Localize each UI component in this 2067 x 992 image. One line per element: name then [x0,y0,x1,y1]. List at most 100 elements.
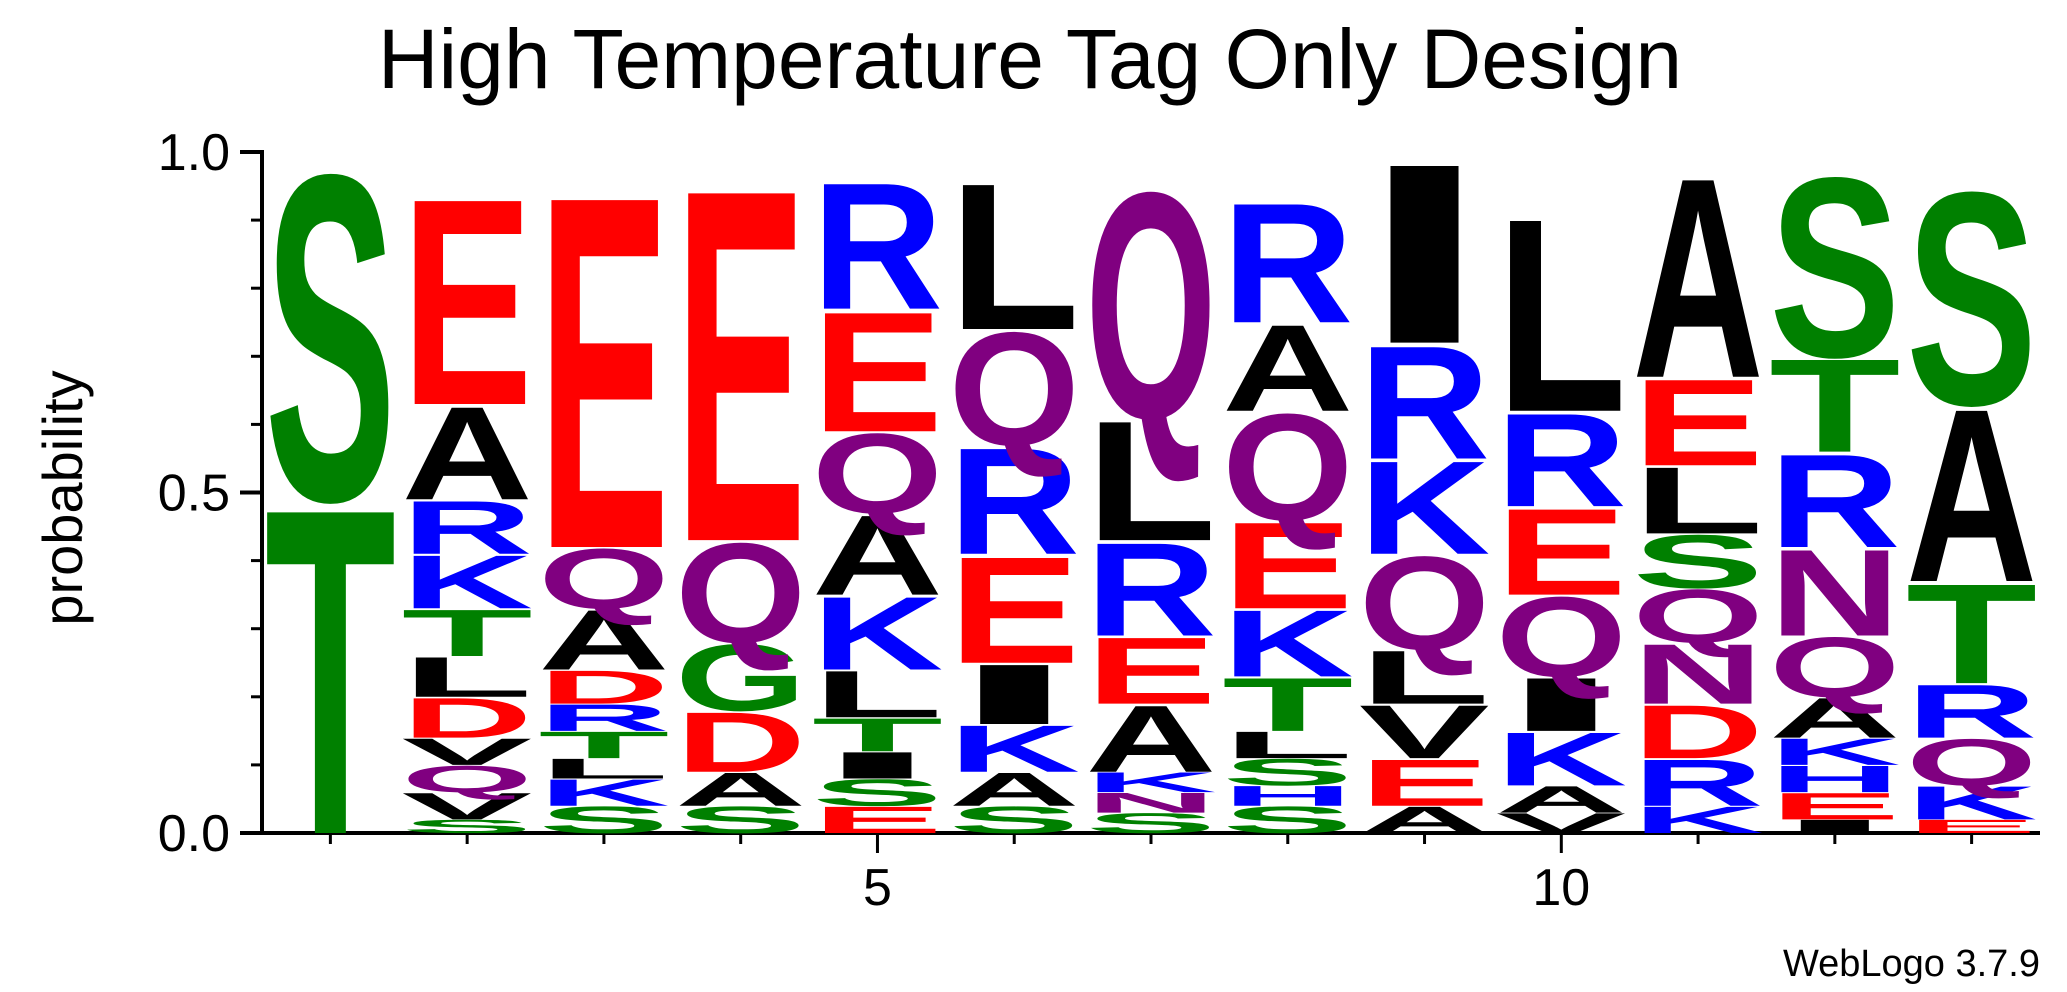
logo-letter-S: S [675,799,806,841]
logo-letter-R: R [538,696,669,739]
logo-letter-N: N [1769,523,1900,661]
logo-letter-E: E [538,92,669,655]
logo-letter-S: S [812,772,943,814]
logo-letter-K: K [1222,590,1353,696]
logo-letter-I: I [812,744,943,786]
logo-letter-E: E [675,86,806,649]
logo-letter-S: S [1632,519,1763,604]
logo-letter-E: E [1359,746,1490,820]
logo-letter-L: L [1359,635,1490,720]
logo-letter-N: N [1632,626,1763,722]
logo-letter-A: A [1222,299,1353,437]
logo-letter-K: K [1496,717,1627,802]
logo-letter-E: E [812,277,943,468]
logo-letter-A: A [1906,358,2037,634]
logo-letter-T: T [538,724,669,767]
logo-letter-A: A [675,763,806,816]
logo-letter-T: T [265,410,396,931]
logo-letter-H: H [1769,758,1900,801]
weblogo-credit: WebLogo 3.7.9 [1783,943,2040,985]
y-axis-label: probability [31,370,94,625]
logo-letter-K: K [1085,766,1216,798]
logo-letter-A: A [538,592,669,688]
logo-letter-Q: Q [1359,529,1490,678]
logo-letter-T: T [1222,662,1353,747]
logo-letter-S: S [1085,807,1216,839]
logo-letter-N: N [1085,787,1216,819]
logo-letter-S: S [1769,125,1900,411]
logo-letter-L: L [1632,448,1763,554]
logo-letter-E: E [402,138,533,467]
logo-letter-S: S [265,77,396,598]
logo-letter-I: I [1496,662,1627,747]
logo-letter-Q: Q [949,299,1080,480]
logo-letter-A: A [949,763,1080,816]
logo-letter-K: K [949,712,1080,786]
logo-letter-A: A [402,379,533,528]
logo-letter-G: G [675,625,806,731]
logo-letter-H: H [1222,780,1353,812]
logo-letter-T: T [812,708,943,761]
logo-letter-Q: Q [538,532,669,627]
logo-letter-K: K [1769,730,1900,773]
logo-letter-E: E [949,526,1080,696]
logo-letter-S: S [949,799,1080,841]
logo-letter-K: K [812,576,943,692]
logo-letter-D: D [675,695,806,791]
logo-letter-S: S [538,799,669,841]
logo-letter-I: I [1769,816,1900,837]
logo-letter-A: A [1085,686,1216,792]
logo-letter-R: R [1222,168,1353,359]
logo-letter-R: R [1496,386,1627,535]
x-tick-label: 5 [863,859,892,917]
logo-letter-Q: Q [402,758,533,801]
logo-letter-T: T [1769,331,1900,480]
logo-letter-V: V [402,785,533,828]
logo-letter-Q: Q [1906,726,2037,800]
logo-letter-E: E [1769,785,1900,827]
logo-letter-L: L [402,646,533,710]
logo-letter-L: L [1085,386,1216,577]
logo-letter-Q: Q [812,410,943,538]
logo-letter-A: A [1632,118,1763,438]
axes: 0.0 0.5 1.0 5 10 [158,124,2040,917]
logo-letter-Q: Q [1085,125,1216,486]
logo-letter-L: L [949,140,1080,374]
logo-letter-E: E [812,799,943,841]
logo-letter-R: R [949,416,1080,587]
y-tick-label: 1.0 [158,124,230,182]
logo-letter-R: R [1632,746,1763,820]
logo-letter-R: R [1769,427,1900,576]
logo-letter-D: D [402,686,533,750]
logo-letter-Q: Q [1769,620,1900,715]
logo-letter-R: R [1359,313,1490,493]
logo-letter-S: S [1222,751,1353,793]
logo-letter-Q: Q [1632,573,1763,658]
y-tick-label: 0.0 [158,805,230,863]
logo-letter-R: R [1085,515,1216,664]
logo-letter-Q: Q [1222,383,1353,553]
logo-letter-S: S [1222,799,1353,841]
logo-letter-L: L [1496,162,1627,470]
logo-letter-A: A [1496,778,1627,821]
y-tick-label: 0.5 [158,465,230,523]
logo-letter-L: L [538,753,669,785]
logo-letter-K: K [1359,433,1490,582]
logo-letter-R: R [1906,669,2037,754]
logo-letter-E: E [1085,617,1216,723]
logo-letter-T: T [402,596,533,670]
logo-letter-K: K [402,539,533,624]
logo-letter-V: V [1496,807,1627,839]
logo-letter-E: E [1222,496,1353,634]
logo-letter-K: K [1632,799,1763,842]
